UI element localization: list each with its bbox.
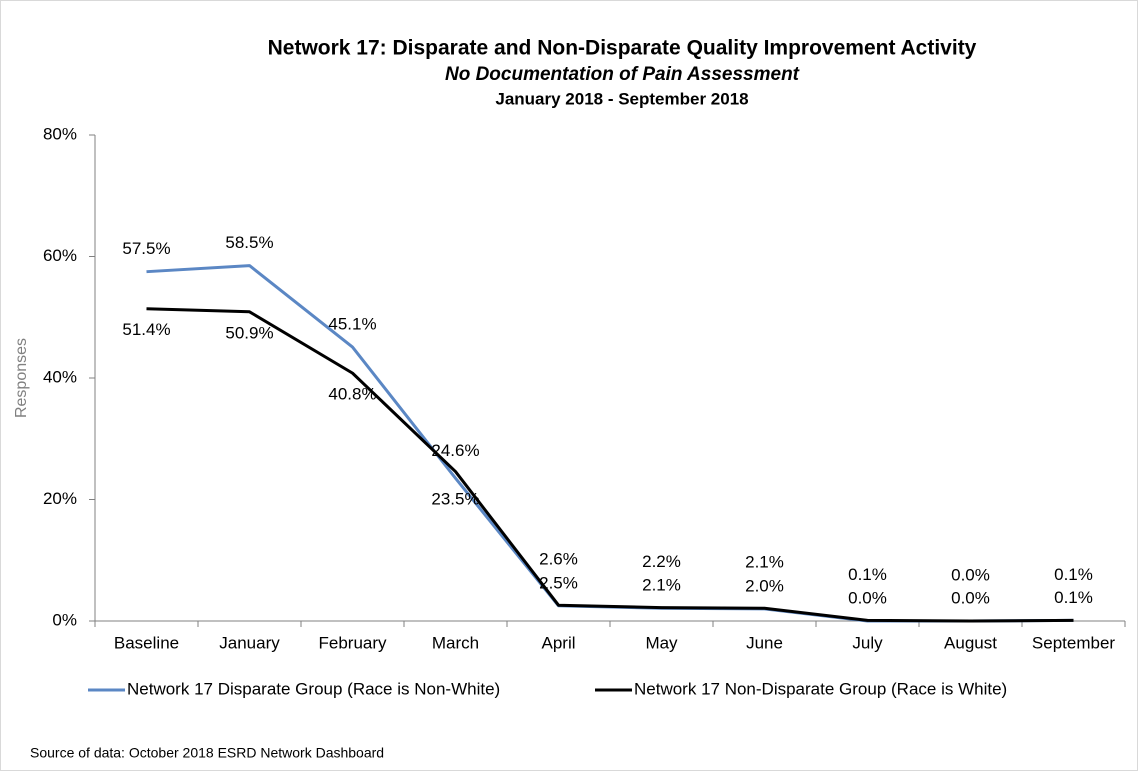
- data-label: 24.6%: [431, 441, 479, 460]
- source-note: Source of data: October 2018 ESRD Networ…: [30, 745, 384, 761]
- y-tick-label: 40%: [43, 367, 77, 386]
- data-label: 2.1%: [642, 576, 681, 595]
- y-axis-label: Responses: [13, 338, 30, 418]
- data-label: 0.0%: [848, 588, 887, 607]
- data-label: 0.0%: [951, 565, 990, 584]
- y-tick-label: 20%: [43, 489, 77, 508]
- y-tick-label: 0%: [52, 610, 77, 629]
- data-label: 2.1%: [745, 553, 784, 572]
- x-tick-label: March: [432, 633, 479, 652]
- data-label: 2.0%: [745, 576, 784, 595]
- x-tick-label: May: [645, 633, 678, 652]
- x-tick-label: April: [541, 633, 575, 652]
- data-label: 0.1%: [1054, 588, 1093, 607]
- y-tick-label: 80%: [43, 124, 77, 143]
- legend-label: Network 17 Non-Disparate Group (Race is …: [634, 679, 1007, 698]
- data-label: 0.0%: [951, 588, 990, 607]
- y-tick-label: 60%: [43, 246, 77, 265]
- data-label: 2.5%: [539, 573, 578, 592]
- chart-subtitle2: January 2018 - September 2018: [495, 89, 748, 108]
- series-line: [146, 307, 1074, 623]
- data-label: 0.1%: [848, 565, 887, 584]
- data-label: 2.6%: [539, 550, 578, 569]
- data-label: 58.5%: [225, 233, 273, 252]
- data-label: 23.5%: [431, 490, 479, 509]
- x-tick-label: September: [1032, 633, 1115, 652]
- x-tick-label: January: [219, 633, 280, 652]
- chart-subtitle: No Documentation of Pain Assessment: [445, 64, 800, 85]
- x-tick-label: August: [944, 633, 997, 652]
- legend-label: Network 17 Disparate Group (Race is Non-…: [127, 679, 500, 698]
- data-label: 2.2%: [642, 552, 681, 571]
- x-tick-label: June: [746, 633, 783, 652]
- chart-title: Network 17: Disparate and Non-Disparate …: [268, 37, 977, 60]
- x-tick-label: Baseline: [114, 633, 179, 652]
- x-tick-label: February: [318, 633, 387, 652]
- data-label: 50.9%: [225, 323, 273, 342]
- data-label: 45.1%: [328, 315, 376, 334]
- data-label: 40.8%: [328, 385, 376, 404]
- data-label: 57.5%: [122, 239, 170, 258]
- data-label: 0.1%: [1054, 565, 1093, 584]
- x-tick-label: July: [852, 633, 883, 652]
- data-label: 51.4%: [122, 320, 170, 339]
